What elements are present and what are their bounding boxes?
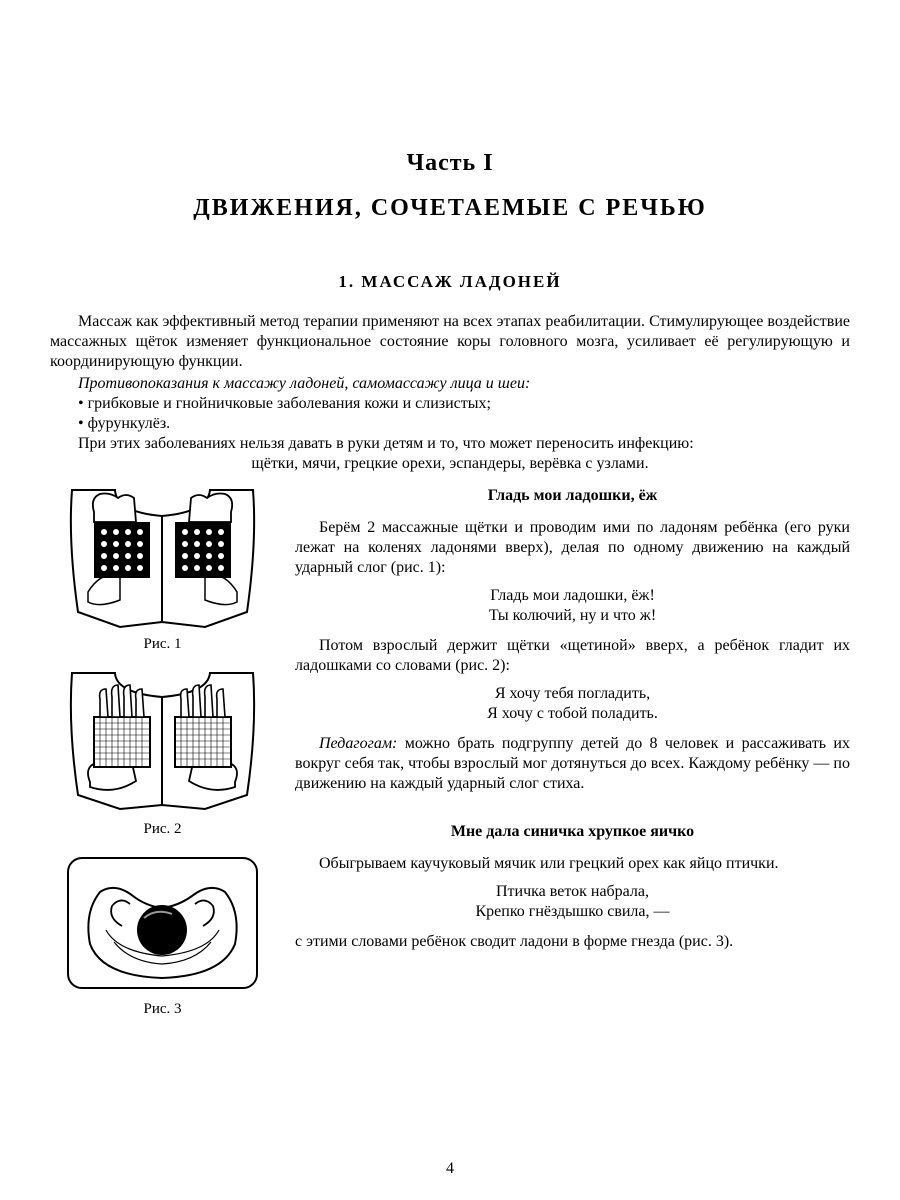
- exercise-1-para-1: Берём 2 массажные щётки и проводим ими п…: [295, 518, 850, 578]
- figure-3: Рис. 3: [50, 852, 275, 1018]
- exercise-1-verse-1: Гладь мои ладошки, ёж! Ты колючий, ну и …: [295, 586, 850, 626]
- verse-line: Гладь мои ладошки, ёж!: [295, 586, 850, 606]
- exercise-2-para-1: Обыгрываем каучуковый мячик или грецкий …: [295, 854, 850, 874]
- verse-line: Я хочу с тобой поладить.: [295, 704, 850, 724]
- figures-column: Рис. 1: [50, 482, 275, 1032]
- exercise-1-para-2: Потом взрослый держит щётки «щетиной» вв…: [295, 636, 850, 676]
- verse-line: Крепко гнёздышко свила, —: [295, 902, 850, 922]
- chapter-title: ДВИЖЕНИЯ, СОЧЕТАЕМЫЕ С РЕЧЬЮ: [50, 195, 850, 222]
- figure-3-caption: Рис. 3: [50, 1001, 275, 1018]
- verse-line: Птичка веток набрала,: [295, 882, 850, 902]
- figure-3-illustration: [60, 852, 265, 997]
- verse-line: Ты колючий, ну и что ж!: [295, 606, 850, 626]
- figure-2-illustration: [60, 667, 265, 817]
- exercise-2-title: Мне дала синичка хрупкое яичко: [295, 822, 850, 842]
- section-title: 1. МАССАЖ ЛАДОНЕЙ: [50, 272, 850, 292]
- verse-line: Я хочу тебя погладить,: [295, 684, 850, 704]
- exercise-1-title: Гладь мои ладошки, ёж: [295, 486, 850, 506]
- contraindications-list: грибковые и гнойничковые заболевания кож…: [50, 394, 850, 434]
- figure-1-illustration: [60, 482, 265, 632]
- figure-1: Рис. 1: [50, 482, 275, 653]
- figure-2: Рис. 2: [50, 667, 275, 838]
- text-column: Гладь мои ладошки, ёж Берём 2 массажные …: [295, 482, 850, 1032]
- contraindications-heading: Противопоказания к массажу ладоней, само…: [50, 374, 850, 394]
- exercise-2-para-2: с этими словами ребёнок сводит ладони в …: [295, 932, 850, 952]
- part-label: Часть I: [50, 150, 850, 177]
- figure-2-caption: Рис. 2: [50, 821, 275, 838]
- figure-1-caption: Рис. 1: [50, 636, 275, 653]
- exercise-2-verse-1: Птичка веток набрала, Крепко гнёздышко с…: [295, 882, 850, 922]
- list-item: грибковые и гнойничковые заболевания кож…: [50, 394, 850, 414]
- warning-items-line: щётки, мячи, грецкие орехи, эспандеры, в…: [50, 454, 850, 474]
- exercise-1-teachers-note: Педагогам: можно брать подгруппу детей д…: [295, 734, 850, 794]
- content-columns: Рис. 1: [50, 482, 850, 1032]
- page-number: 4: [0, 1160, 900, 1178]
- teachers-label: Педагогам:: [319, 735, 397, 752]
- intro-paragraph: Массаж как эффективный метод терапии при…: [50, 312, 850, 372]
- warning-paragraph: При этих заболеваниях нельзя давать в ру…: [50, 434, 850, 454]
- list-item: фурункулёз.: [50, 414, 850, 434]
- exercise-1-verse-2: Я хочу тебя погладить, Я хочу с тобой по…: [295, 684, 850, 724]
